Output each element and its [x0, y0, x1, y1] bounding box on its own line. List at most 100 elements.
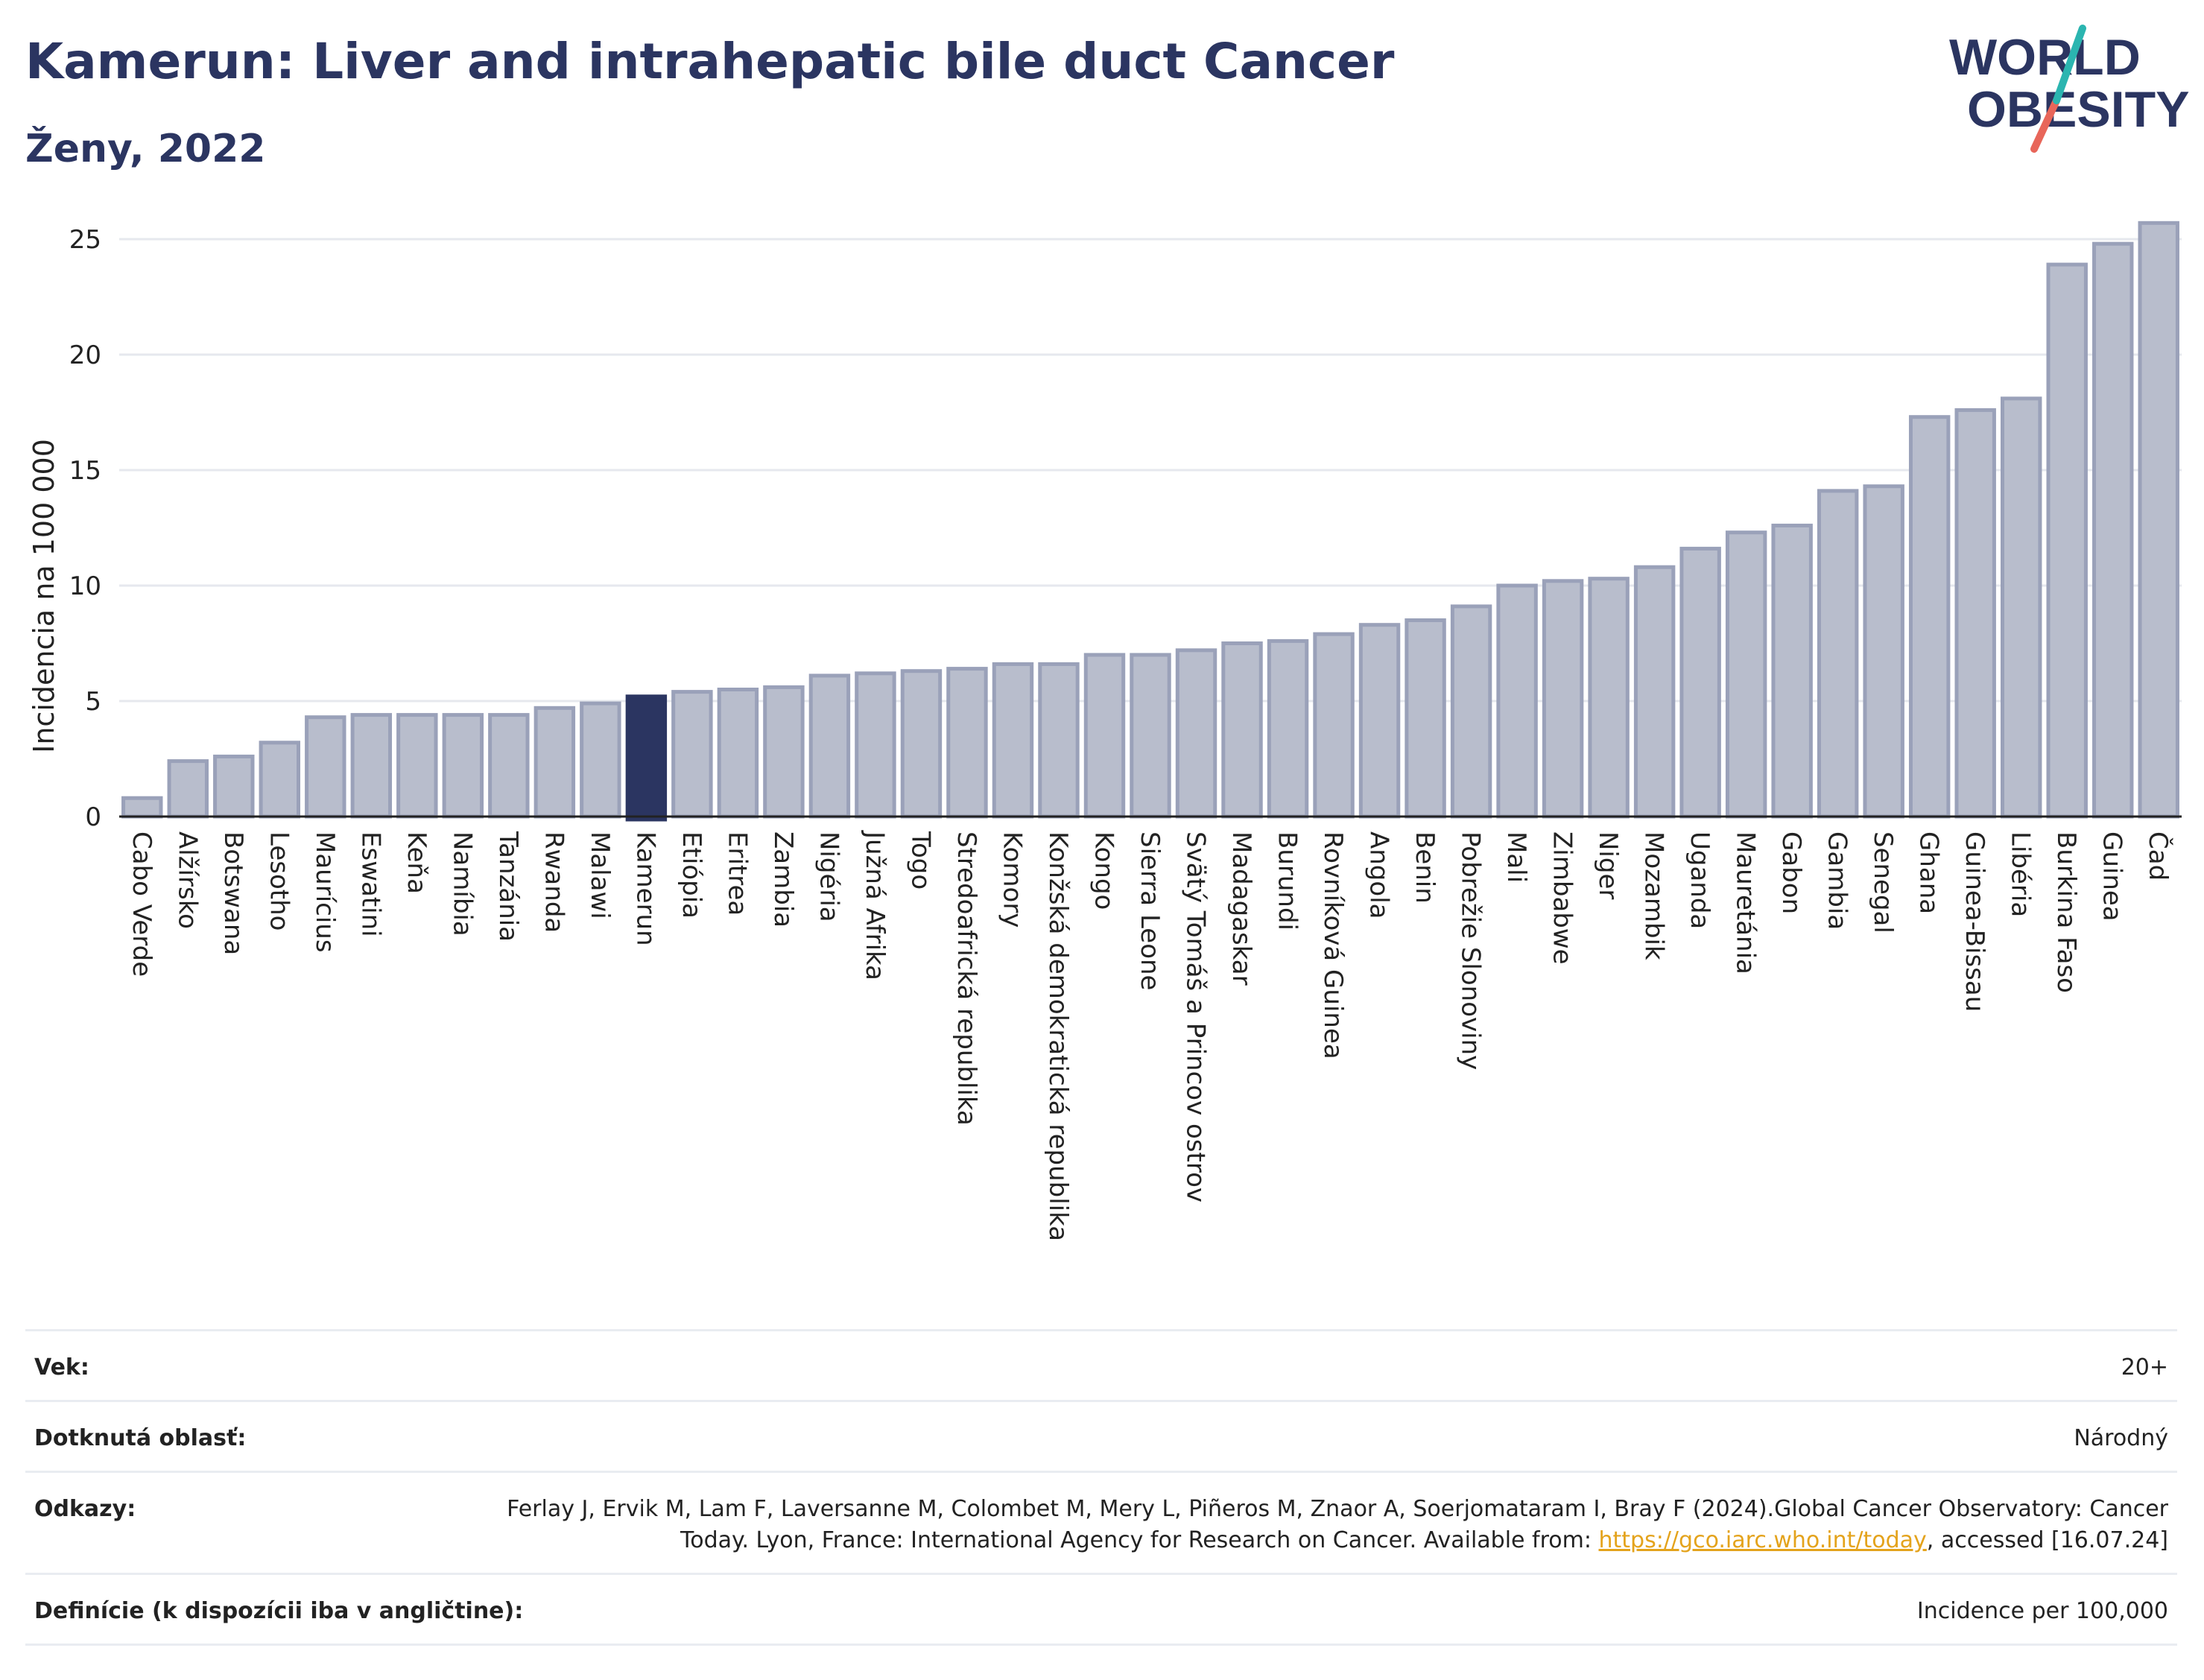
x-tick-label: Rwanda: [539, 831, 569, 933]
y-axis-label: Incidencia na 100 000: [28, 439, 60, 753]
metadata-table: Vek: 20+ Dotknutá oblasť: Národný Odkazy…: [25, 1329, 2177, 1646]
x-tick-label: Burundi: [1273, 831, 1302, 931]
bar-kongo: [1083, 653, 1126, 819]
x-tick-label: Burkina Faso: [2051, 831, 2081, 993]
x-tick-label: Eritrea: [722, 831, 752, 916]
bar-mauretánia: [1725, 530, 1767, 819]
chart-title: Kamerun: Liver and intrahepatic bile duc…: [25, 33, 1395, 90]
x-tick-label: Gabon: [1776, 831, 1806, 914]
bar-eritrea: [717, 688, 759, 819]
x-tick-label: Nigéria: [814, 831, 843, 922]
bar-guinea: [2092, 241, 2134, 819]
x-tick-label: Komory: [997, 831, 1027, 928]
meta-row-area: Dotknutá oblasť: Národný: [25, 1400, 2177, 1471]
age-value: 20+: [2121, 1354, 2168, 1381]
x-tick-label: Lesotho: [264, 831, 294, 931]
x-tick-label: Svätý Tomáš a Princov ostrov: [1181, 831, 1211, 1202]
bar-togo: [900, 669, 943, 819]
bar-gambia: [1817, 489, 1859, 819]
logo-text-obesity: OBESITY: [1967, 81, 2190, 138]
bar-maurícius: [305, 715, 346, 819]
area-value: Národný: [2074, 1425, 2168, 1451]
x-tick-label: Keňa: [402, 831, 431, 894]
bar-kamerun: [625, 694, 668, 822]
x-tick-label: Mauretánia: [1731, 831, 1761, 974]
bar-guinea-bissau: [1954, 408, 1996, 819]
x-tick-label: Uganda: [1685, 831, 1714, 929]
x-tick-label: Ghana: [1914, 831, 1944, 914]
definitions-value: Incidence per 100,000: [1916, 1598, 2168, 1624]
references-value: Ferlay J, Ervik M, Lam F, Laversanne M, …: [440, 1494, 2168, 1556]
x-tick-label: Mali: [1501, 831, 1531, 883]
bar-lesotho: [259, 741, 301, 819]
x-tick-label: Alžírsko: [172, 831, 202, 929]
bar-benin: [1405, 618, 1446, 819]
y-tick-label: 20: [69, 340, 101, 370]
bars: [121, 221, 2179, 822]
bar-svätý-tomáš-a-princov-ostrov: [1175, 648, 1217, 819]
bar-rwanda: [533, 706, 576, 819]
x-tick-label: Kongo: [1089, 831, 1118, 910]
bar-ghana: [1908, 415, 1951, 819]
bar-mali: [1496, 583, 1538, 819]
x-tick-label: Stredoafrická republika: [951, 831, 981, 1126]
bar-sierra-leone: [1130, 653, 1171, 819]
references-accessed: , accessed [16.07.24]: [1926, 1527, 2168, 1553]
x-tick-label: Južná Afrika: [860, 830, 890, 980]
bar-južná-afrika: [855, 671, 896, 819]
bar-botswana: [213, 754, 255, 819]
x-tick-label: Zimbabwe: [1548, 831, 1577, 965]
references-link[interactable]: https://gco.iarc.who.int/today: [1598, 1527, 1927, 1553]
bar-zimbabwe: [1542, 579, 1584, 819]
meta-row-definitions: Definície (k dispozícii iba v angličtine…: [25, 1573, 2177, 1646]
x-tick-label: Malawi: [585, 831, 615, 919]
bar-niger: [1588, 577, 1630, 819]
bar-zambia: [763, 685, 805, 819]
x-tick-label: Guinea: [2097, 831, 2127, 922]
bar-senegal: [1863, 484, 1904, 819]
x-tick-label: Cabo Verde: [127, 831, 156, 977]
bar-čad: [2138, 221, 2179, 819]
bar-burkina-faso: [2046, 262, 2088, 819]
x-tick-label: Mozambik: [1639, 831, 1669, 960]
world-obesity-logo: WORLD OBESITY: [1949, 25, 2190, 153]
x-tick-label: Gambia: [1823, 831, 1852, 930]
x-tick-label: Zambia: [768, 831, 798, 928]
y-tick-label: 5: [85, 687, 101, 717]
x-tick-label: Botswana: [218, 831, 248, 955]
x-tick-label: Pobrežie Slonoviny: [1456, 831, 1486, 1070]
bar-mozambik: [1633, 565, 1676, 819]
definitions-label: Definície (k dispozícii iba v angličtine…: [34, 1598, 524, 1624]
bar-konžská-demokratická-republika: [1038, 662, 1080, 819]
x-tick-label: Tanzánia: [493, 831, 523, 942]
bar-uganda: [1679, 546, 1721, 819]
bar-keňa: [396, 713, 438, 819]
bar-cabo-verde: [121, 796, 163, 819]
references-label: Odkazy:: [34, 1496, 136, 1522]
meta-row-references: Odkazy: Ferlay J, Ervik M, Lam F, Lavers…: [25, 1471, 2177, 1573]
y-tick-label: 10: [69, 571, 101, 601]
bar-chart: 0 5 10 15 20 25 Cabo Verde Alžírsko Botswana Leso…: [28, 221, 2182, 1241]
x-tick-label: Togo: [905, 831, 935, 890]
x-tick-label: Madagaskar: [1226, 831, 1256, 986]
x-tick-label: Etiópia: [677, 831, 706, 919]
x-tick-label: Benin: [1410, 831, 1440, 904]
x-tick-label: Čad: [2143, 831, 2173, 881]
references-text: Ferlay J, Ervik M, Lam F, Laversanne M, …: [507, 1496, 2168, 1553]
bar-komory: [992, 662, 1034, 819]
bar-stredoafrická-republika: [946, 667, 988, 819]
x-tick-label: Maurícius: [310, 831, 340, 953]
logo-text-world: WORLD: [1949, 29, 2141, 86]
age-label: Vek:: [34, 1354, 89, 1381]
x-tick-label: Sierra Leone: [1135, 831, 1165, 990]
x-tick-label: Namíbia: [447, 831, 477, 936]
bar-etiópia: [671, 690, 713, 819]
x-tick-label: Rovníková Guinea: [1318, 831, 1348, 1059]
bar-libéria: [2000, 396, 2042, 819]
bar-nigéria: [808, 673, 851, 819]
bar-eswatini: [350, 713, 393, 819]
bar-pobrežie-slonoviny: [1450, 604, 1492, 819]
bar-alžírsko: [167, 759, 209, 819]
x-tick-label: Konžská demokratická republika: [1043, 831, 1073, 1241]
chart-subtitle: Ženy, 2022: [25, 127, 266, 171]
